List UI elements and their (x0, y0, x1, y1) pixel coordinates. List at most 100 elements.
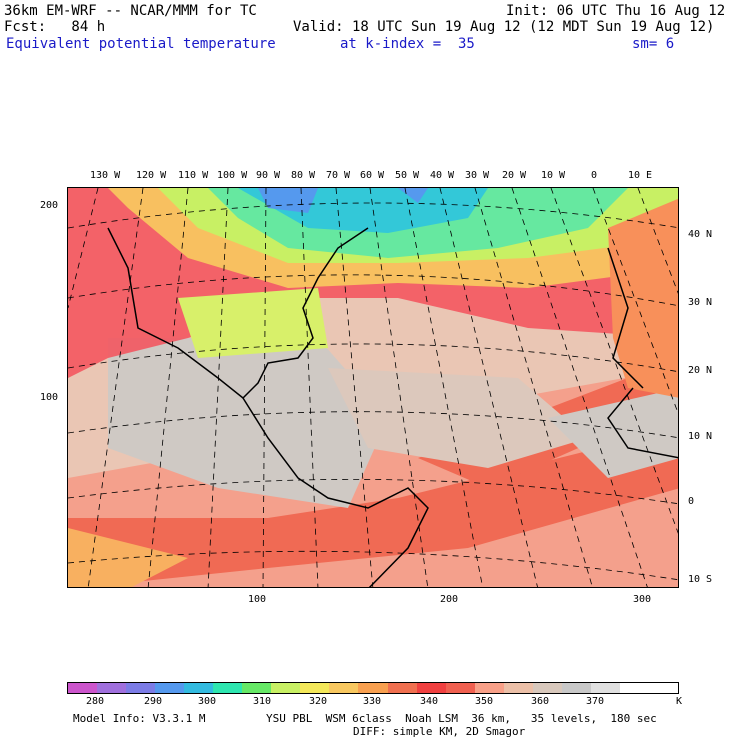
model-title: 36km EM-WRF -- NCAR/MMM for TC (4, 3, 257, 19)
smoothing: sm= 6 (632, 36, 675, 52)
colorbar-swatch (300, 683, 330, 693)
colorbar-swatch (155, 683, 185, 693)
central-south-america-coastline (242, 397, 429, 587)
lat-label: 20 N (688, 365, 713, 376)
grid-y-label: 200 (40, 200, 59, 211)
colorbar-tick: 360 (531, 696, 550, 707)
colorbar-swatch (97, 683, 127, 693)
colorbar-swatch (271, 683, 301, 693)
grid-x-label: 200 (440, 594, 459, 605)
lon-label: 60 W (360, 170, 385, 181)
lon-label: 30 W (465, 170, 490, 181)
lon-label: 110 W (178, 170, 209, 181)
graticule (68, 188, 678, 587)
parallel-line (68, 202, 678, 229)
colorbar-swatch (329, 683, 359, 693)
colorbar-swatch (532, 683, 562, 693)
meridian-line (207, 188, 229, 587)
meridian-line (300, 188, 319, 587)
meridian-line (550, 188, 678, 534)
cold-blue-patch (258, 188, 318, 213)
colorbar-tick: 350 (475, 696, 494, 707)
colorbar-tick: 320 (309, 696, 328, 707)
theta-e-map (67, 187, 679, 588)
model-info: Model Info: V3.3.1 M (73, 712, 206, 725)
lat-label: 30 N (688, 297, 713, 308)
colorbar-tick: 290 (144, 696, 163, 707)
meridian-line (439, 188, 538, 587)
lon-label: 70 W (326, 170, 351, 181)
africa-coastline (607, 387, 678, 459)
central-atlantic-field (328, 368, 588, 468)
meridian-line (87, 188, 144, 587)
grid-y-label: 100 (40, 392, 59, 403)
colorbar-tick: 340 (420, 696, 439, 707)
meridian-line (335, 188, 374, 587)
lon-label: 40 W (430, 170, 455, 181)
colorbar-unit: K (676, 696, 683, 707)
valid-time: Valid: 18 UTC Sun 19 Aug 12 (12 MDT Sun … (293, 19, 715, 35)
colorbar-swatch (358, 683, 388, 693)
lon-label: 130 W (90, 170, 121, 181)
physics-info: YSU PBL WSM 6class Noah LSM 36 km, 35 le… (266, 712, 657, 725)
colorbar-tick: 310 (253, 696, 272, 707)
meridian-line (262, 188, 267, 587)
colorbar-swatch (213, 683, 243, 693)
grid-x-label: 100 (248, 594, 267, 605)
north-america-coastline (107, 227, 369, 400)
lon-label: 50 W (395, 170, 420, 181)
colorbar-swatch (387, 683, 417, 693)
k-index: at k-index = 35 (340, 36, 475, 52)
meridian-line (637, 188, 678, 294)
meridian-line (511, 188, 648, 587)
colorbar-swatch (445, 683, 475, 693)
colorbar-swatch (474, 683, 504, 693)
lat-label: 40 N (688, 229, 713, 240)
lat-label: 10 S (688, 574, 713, 585)
lon-label: 90 W (256, 170, 281, 181)
meridian-line (592, 188, 678, 414)
africa-europe-field (608, 198, 678, 398)
lon-label: 100 W (217, 170, 248, 181)
colorbar-tick: 370 (586, 696, 605, 707)
grid-x-label: 300 (633, 594, 652, 605)
meridian-line (404, 188, 484, 587)
colorbar-tick: 300 (198, 696, 217, 707)
diffusion-info: DIFF: simple KM, 2D Smagor (353, 725, 526, 738)
colorbar-swatch (242, 683, 272, 693)
parallel-line (68, 274, 678, 307)
parallel-line (68, 343, 678, 373)
colorbar-tick: 280 (86, 696, 105, 707)
lon-label: 0 (591, 170, 598, 181)
colorbar (67, 682, 679, 694)
gulf-caribbean-field (108, 338, 388, 508)
colorbar-swatch (561, 683, 591, 693)
lon-label: 10 E (628, 170, 653, 181)
meridian-line (369, 188, 429, 587)
init-time: Init: 06 UTC Thu 16 Aug 12 (506, 3, 726, 19)
map-canvas (68, 188, 678, 587)
lon-label: 10 W (541, 170, 566, 181)
us-interior-field (178, 288, 328, 358)
meridian-line (147, 188, 189, 587)
lon-label: 80 W (291, 170, 316, 181)
lon-label: 20 W (502, 170, 527, 181)
colorbar-swatch (590, 683, 620, 693)
east-atlantic-field (548, 388, 678, 478)
lat-label: 0 (688, 496, 695, 507)
meridian-line (474, 188, 593, 587)
colorbar-swatch (648, 683, 678, 693)
colorbar-swatch (416, 683, 446, 693)
colorbar-swatch (503, 683, 533, 693)
colorbar-swatch (68, 683, 98, 693)
colorbar-tick: 330 (363, 696, 382, 707)
colorbar-swatch (619, 683, 649, 693)
colorbar-swatch (126, 683, 156, 693)
meridian-line (68, 188, 99, 309)
lon-label: 120 W (136, 170, 167, 181)
lat-label: 10 N (688, 431, 713, 442)
forecast-hour: Fcst: 84 h (4, 19, 106, 35)
europe-coastline (607, 247, 644, 389)
colorbar-swatch (184, 683, 214, 693)
field-name: Equivalent potential temperature (6, 36, 276, 52)
